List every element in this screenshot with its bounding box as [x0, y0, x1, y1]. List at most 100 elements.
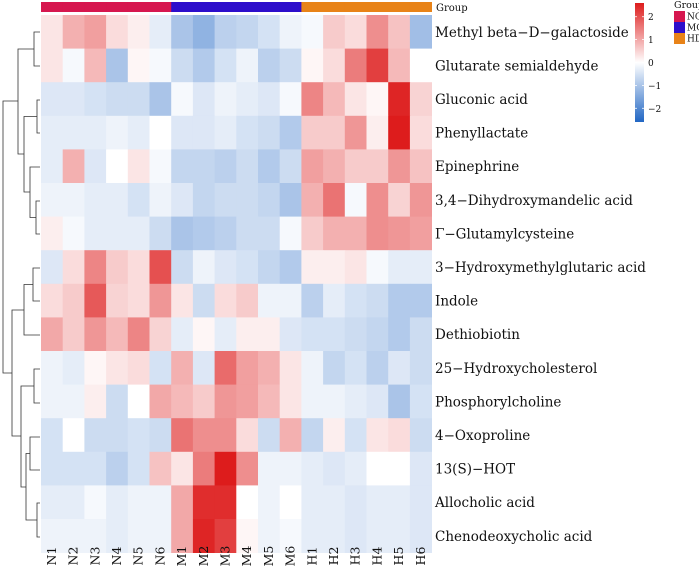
group-bar-cell	[127, 2, 150, 12]
heatmap-cell	[84, 418, 107, 453]
heatmap-cell	[409, 519, 432, 553]
heatmap-cell	[214, 317, 237, 352]
heatmap-cell	[258, 317, 281, 352]
heatmap-cell	[279, 418, 302, 453]
heatmap-cell	[236, 418, 259, 453]
heatmap-cell	[258, 519, 281, 553]
heatmap-cell	[171, 15, 194, 49]
heatmap-cell	[192, 317, 215, 352]
heatmap-cell	[62, 216, 85, 251]
column-label: H1	[304, 547, 319, 566]
heatmap-cell	[214, 384, 237, 419]
heatmap-cell	[171, 283, 194, 318]
heatmap-cell	[388, 283, 411, 318]
heatmap-cell	[84, 115, 107, 150]
heatmap-cell	[388, 351, 411, 385]
heatmap-cell	[214, 351, 237, 385]
heatmap-cell	[279, 250, 302, 285]
heatmap-cell	[192, 384, 215, 419]
heatmap-cell	[323, 451, 346, 486]
heatmap-cell	[171, 351, 194, 385]
heatmap-cell	[409, 418, 432, 453]
heatmap-cell	[62, 283, 85, 318]
heatmap-cell	[323, 351, 346, 385]
heatmap-cell	[409, 351, 432, 385]
heatmap-cell	[84, 384, 107, 419]
heatmap-cell	[323, 250, 346, 285]
group-bar-cell	[171, 2, 194, 12]
heatmap-cell	[236, 351, 259, 385]
heatmap-cell	[344, 149, 367, 184]
row-label: 3,4−Dihydroxymandelic acid	[435, 193, 633, 209]
group-legend-title: Group	[674, 0, 699, 11]
heatmap-cell	[344, 250, 367, 285]
heatmap-cell	[258, 485, 281, 520]
heatmap-cell	[214, 418, 237, 453]
heatmap-cell	[409, 384, 432, 419]
heatmap-cell	[41, 384, 64, 419]
heatmap-cell	[214, 183, 237, 217]
heatmap-cell	[84, 15, 107, 49]
heatmap-cell	[301, 485, 324, 520]
heatmap-cell	[388, 384, 411, 419]
heatmap-cell	[323, 149, 346, 184]
colorbar-tick-label: 1	[648, 36, 654, 46]
heatmap-cell	[171, 418, 194, 453]
heatmap-cell	[127, 418, 150, 453]
heatmap-cell	[258, 351, 281, 385]
heatmap-cell	[409, 183, 432, 217]
heatmap-cell	[236, 149, 259, 184]
group-legend-swatch	[674, 11, 685, 22]
column-label: M6	[283, 546, 298, 567]
heatmap-cell	[409, 283, 432, 318]
heatmap-cell	[214, 149, 237, 184]
heatmap-cell	[236, 115, 259, 150]
heatmap-cell	[127, 82, 150, 117]
heatmap-cell	[301, 115, 324, 150]
heatmap-cell	[41, 418, 64, 453]
heatmap-cell	[171, 519, 194, 553]
heatmap-cell	[149, 250, 172, 285]
heatmap-cell	[366, 283, 389, 318]
heatmap-cell	[279, 82, 302, 117]
heatmap-cell	[149, 351, 172, 385]
heatmap-cell	[301, 82, 324, 117]
heatmap-cell	[323, 384, 346, 419]
heatmap-cell	[149, 183, 172, 217]
group-legend-label: NG	[687, 13, 699, 23]
heatmap-cell	[62, 384, 85, 419]
heatmap-cell	[279, 519, 302, 553]
heatmap-cell	[192, 115, 215, 150]
heatmap-cell	[127, 283, 150, 318]
heatmap-cell	[214, 451, 237, 486]
heatmap-cell	[149, 15, 172, 49]
heatmap-cell	[41, 183, 64, 217]
heatmap-cell	[344, 451, 367, 486]
heatmap-cell	[279, 317, 302, 352]
heatmap-cell	[41, 216, 64, 251]
heatmap-cell	[106, 519, 129, 553]
heatmap-cell	[258, 82, 281, 117]
heatmap-cell	[344, 519, 367, 553]
heatmap-cell	[41, 15, 64, 49]
heatmap-cell	[84, 485, 107, 520]
heatmap-cell	[149, 115, 172, 150]
column-label: H6	[413, 547, 428, 566]
heatmap-cell	[366, 418, 389, 453]
heatmap-cell	[106, 384, 129, 419]
heatmap-cell	[214, 115, 237, 150]
heatmap-cell	[323, 82, 346, 117]
heatmap-cell	[106, 485, 129, 520]
heatmap-cell	[171, 317, 194, 352]
heatmap-cell	[62, 351, 85, 385]
heatmap-cell	[301, 519, 324, 553]
heatmap-cell	[388, 418, 411, 453]
heatmap-cell	[301, 250, 324, 285]
heatmap-cell	[192, 351, 215, 385]
heatmap-cell	[62, 15, 85, 49]
heatmap-cell	[366, 149, 389, 184]
heatmap-cell	[127, 216, 150, 251]
column-label: H5	[391, 547, 406, 566]
heatmap-cell	[279, 15, 302, 49]
